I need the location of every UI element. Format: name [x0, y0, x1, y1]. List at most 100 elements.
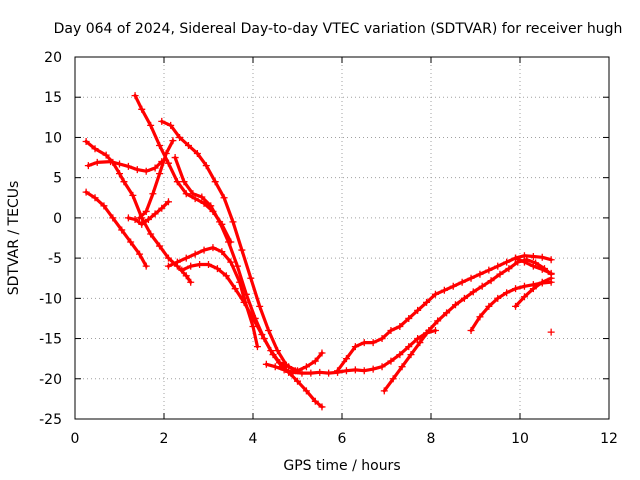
data-point	[485, 302, 493, 310]
data-point	[109, 158, 117, 166]
data-point	[216, 218, 224, 226]
data-point	[478, 282, 486, 290]
series-arc-5	[124, 198, 172, 228]
data-point	[269, 351, 277, 359]
data-point	[127, 238, 135, 246]
series-arc-18	[547, 328, 555, 336]
data-point	[213, 265, 221, 273]
series-arc-3	[82, 188, 150, 270]
data-point	[494, 294, 502, 302]
data-point	[265, 327, 273, 335]
data-point	[451, 301, 459, 309]
data-point	[505, 265, 513, 273]
chart-title: Day 064 of 2024, Sidereal Day-to-day VTE…	[54, 21, 623, 37]
data-point	[440, 286, 448, 294]
series-trace	[84, 190, 148, 268]
data-point	[178, 266, 186, 274]
data-point	[431, 327, 439, 335]
data-point	[184, 141, 192, 149]
data-point	[242, 290, 250, 298]
data-point	[156, 141, 164, 149]
data-point	[351, 366, 359, 374]
y-tick-label: -20	[39, 372, 62, 388]
data-point	[538, 278, 546, 286]
data-point	[164, 159, 172, 167]
axis-ticks	[74, 56, 610, 420]
data-point	[91, 145, 99, 153]
data-point	[109, 214, 117, 222]
data-point	[405, 343, 413, 351]
data-point	[131, 92, 139, 100]
data-point	[136, 214, 144, 222]
series-arc-6	[136, 137, 177, 222]
data-point	[458, 278, 466, 286]
data-point	[342, 367, 350, 375]
data-point	[280, 366, 288, 374]
data-point	[238, 246, 246, 254]
data-point	[503, 289, 511, 297]
y-tick-label: -25	[39, 412, 62, 428]
data-point	[211, 178, 219, 186]
data-point	[220, 194, 228, 202]
data-point	[156, 170, 164, 178]
x-tick-label: 12	[600, 431, 618, 447]
data-point	[311, 357, 319, 365]
grid	[75, 57, 609, 419]
data-point	[84, 162, 92, 170]
data-point	[380, 387, 388, 395]
data-point	[218, 248, 226, 256]
series-trace	[469, 280, 553, 333]
data-point	[387, 327, 395, 335]
data-point	[138, 220, 146, 228]
x-tick-label: 0	[71, 431, 80, 447]
data-point	[249, 322, 257, 330]
data-point	[271, 363, 279, 371]
data-point	[231, 285, 239, 293]
data-point	[389, 375, 397, 383]
data-point	[82, 188, 90, 196]
data-point	[423, 298, 431, 306]
data-point	[120, 178, 128, 186]
data-point	[538, 253, 546, 261]
data-point	[193, 150, 201, 158]
data-point	[91, 194, 99, 202]
data-point	[138, 105, 146, 113]
data-point	[407, 351, 415, 359]
y-tick-label: 20	[44, 50, 62, 66]
data-point	[434, 317, 442, 325]
series-arc-12	[276, 349, 326, 375]
data-point	[209, 244, 217, 252]
data-point	[164, 262, 172, 270]
data-point	[136, 250, 144, 258]
series-trace	[137, 139, 175, 220]
data-point	[431, 290, 439, 298]
data-point	[460, 294, 468, 302]
data-point	[529, 285, 537, 293]
data-layer	[82, 92, 555, 411]
data-point	[147, 121, 155, 129]
data-point	[529, 253, 537, 261]
data-point	[318, 403, 326, 411]
data-point	[144, 215, 152, 223]
data-point	[131, 215, 139, 223]
data-point	[182, 272, 190, 280]
data-point	[205, 261, 212, 269]
data-point	[467, 327, 475, 335]
data-point	[164, 198, 172, 206]
series-arc-17	[512, 254, 555, 277]
data-point	[369, 339, 377, 347]
series-arc-2	[82, 137, 195, 286]
data-point	[169, 137, 177, 145]
data-point	[118, 226, 126, 234]
data-point	[378, 335, 386, 343]
data-point	[334, 367, 342, 375]
data-point	[369, 365, 377, 373]
y-axis-title: SDTVAR / TECUs	[6, 181, 22, 296]
data-point	[316, 368, 324, 376]
data-point	[294, 367, 301, 375]
data-point	[443, 309, 451, 317]
data-point	[311, 397, 319, 405]
data-point	[496, 270, 504, 278]
data-point	[100, 202, 108, 210]
series-trace	[160, 119, 297, 373]
